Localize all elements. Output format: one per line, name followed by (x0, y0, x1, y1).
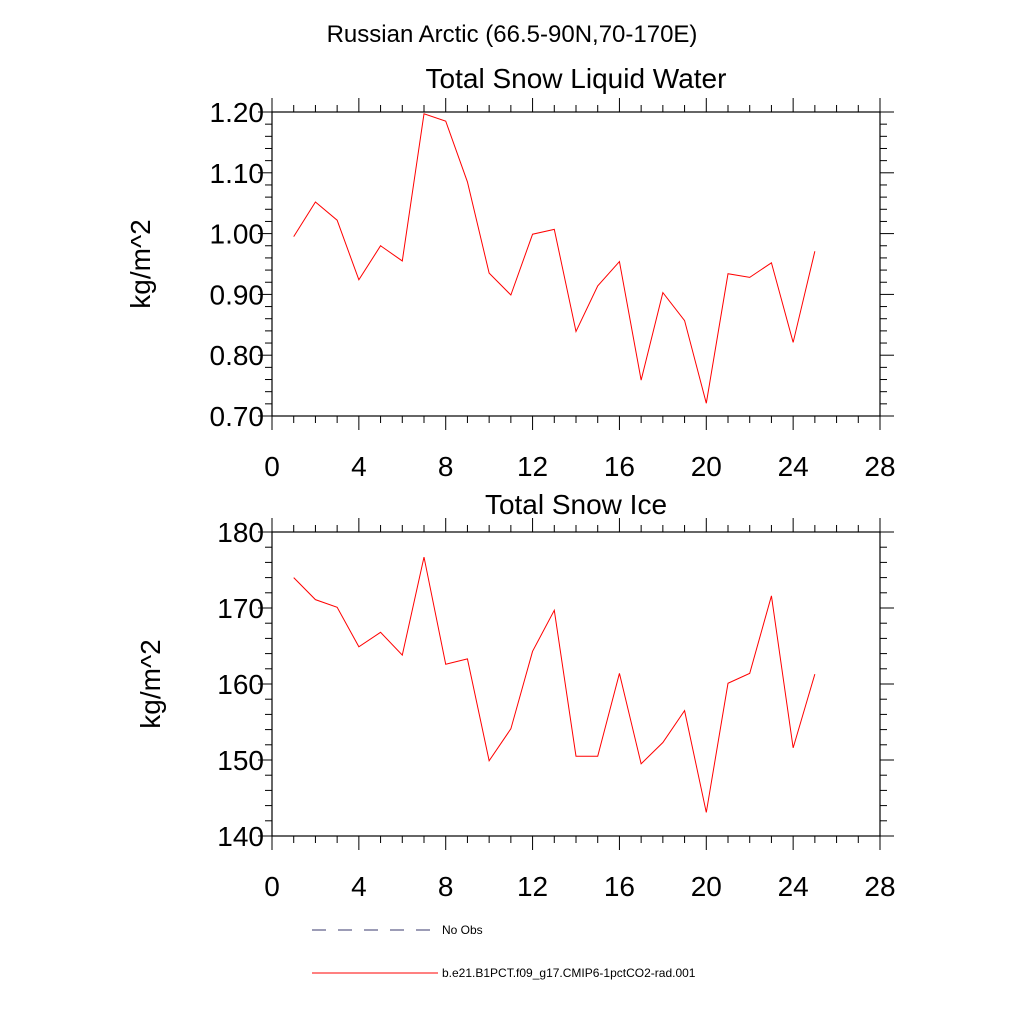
plot-frame (271, 111, 881, 417)
legend-label-no-obs: No Obs (442, 923, 483, 937)
y-tick-label: 1.20 (210, 97, 265, 128)
x-tick-label: 24 (778, 871, 809, 902)
y-tick-label: 160 (217, 669, 264, 700)
x-tick-label: 24 (778, 451, 809, 482)
y-tick-label: 0.70 (210, 401, 265, 432)
x-tick-label: 8 (438, 871, 454, 902)
x-tick-label: 12 (517, 451, 548, 482)
x-tick-label: 0 (264, 451, 280, 482)
series-line (293, 556, 816, 813)
x-tick-label: 8 (438, 451, 454, 482)
x-tick-label: 12 (517, 871, 548, 902)
x-tick-label: 20 (691, 451, 722, 482)
x-tick-label: 20 (691, 871, 722, 902)
y-axis-label: kg/m^2 (125, 219, 156, 308)
y-tick-label: 170 (217, 593, 264, 624)
y-tick-label: 0.80 (210, 340, 265, 371)
panel-snow-liquid-water: Total Snow Liquid Water kg/m^2 0 4 8 12 16 20… (125, 63, 896, 482)
y-tick-label: 140 (217, 821, 264, 852)
y-tick-label: 1.00 (210, 219, 265, 250)
y-tick-label: 1.10 (210, 158, 265, 189)
x-tick-label: 16 (604, 871, 635, 902)
plot-area: 0 4 8 12 16 20 24 28 0.70 0.80 0.90 1.00 1.10 1.20 (210, 97, 896, 482)
y-tick-label: 150 (217, 745, 264, 776)
plot-area: 0 4 8 12 16 20 24 28 140 150 160 170 180 (217, 517, 895, 902)
figure-title: Russian Arctic (66.5-90N,70-170E) (327, 21, 698, 48)
x-tick-label: 4 (351, 451, 367, 482)
legend-label-model: b.e21.B1PCT.f09_g17.CMIP6-1pctCO2-rad.00… (442, 966, 696, 980)
x-tick-label: 28 (864, 871, 895, 902)
x-tick-label: 28 (864, 451, 895, 482)
plot-frame (271, 531, 881, 837)
series-line (293, 113, 816, 404)
y-axis-label: kg/m^2 (135, 639, 166, 728)
legend: No Obs b.e21.B1PCT.f09_g17.CMIP6-1pctCO2… (312, 923, 696, 980)
x-tick-label: 16 (604, 451, 635, 482)
x-tick-label: 0 (264, 871, 280, 902)
x-tick-label: 4 (351, 871, 367, 902)
y-tick-label: 180 (217, 517, 264, 548)
panel-snow-ice: Total Snow Ice kg/m^2 0 4 8 12 16 20 24 28 140 15… (135, 489, 896, 902)
panel-title: Total Snow Ice (485, 489, 667, 520)
panel-title: Total Snow Liquid Water (426, 63, 727, 94)
y-tick-label: 0.90 (210, 279, 265, 310)
